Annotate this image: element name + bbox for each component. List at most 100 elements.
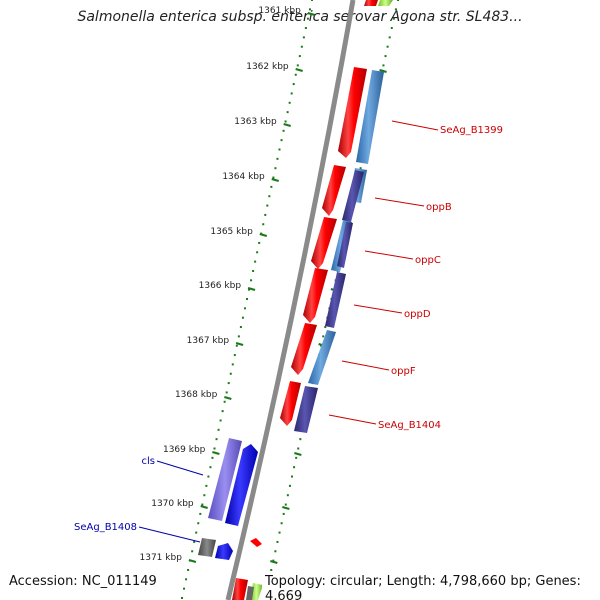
gene-oppB[interactable] xyxy=(342,170,364,222)
accession-value: NC_011149 xyxy=(81,574,157,589)
red-gene-5[interactable] xyxy=(291,323,317,375)
gene-label-SeAg_B1399[interactable]: SeAg_B1399 xyxy=(440,125,503,136)
gene-label-oppD[interactable]: oppD xyxy=(404,309,431,320)
outer-ruler-dot xyxy=(239,326,242,329)
outer-ruler-dot xyxy=(308,8,311,11)
accession-label: Accession: xyxy=(9,574,78,589)
red-gene-4[interactable] xyxy=(303,268,328,323)
left-genes xyxy=(198,0,393,600)
length-label: Length: xyxy=(386,574,436,589)
red-gene-small[interactable] xyxy=(250,538,262,547)
inner-ruler-dot xyxy=(297,447,300,450)
gene-blue-forward[interactable] xyxy=(225,444,258,526)
outer-ruler-dot xyxy=(229,372,232,375)
gene-green-top[interactable] xyxy=(378,0,393,6)
tick-label: 1369 kbp xyxy=(163,445,206,455)
red-gene-top[interactable] xyxy=(364,0,378,6)
tick-mark xyxy=(224,395,232,401)
outer-ruler-dot xyxy=(191,550,194,553)
outer-ruler-dot xyxy=(213,447,216,450)
tick-label: 1363 kbp xyxy=(234,117,277,127)
genome-summary: Topology: circular; Length: 4,798,660 bp… xyxy=(262,574,600,600)
gene-oppD[interactable] xyxy=(325,272,346,328)
tick-label: 1362 kbp xyxy=(246,62,289,72)
inner-tick-mark xyxy=(294,451,302,457)
genome-backbone xyxy=(225,0,356,600)
inner-ruler-dot xyxy=(291,475,294,478)
outer-ruler-dot xyxy=(235,344,238,347)
outer-ruler-dot xyxy=(266,204,269,207)
outer-ruler-dot xyxy=(254,260,257,263)
tick-label: 1367 kbp xyxy=(187,336,230,346)
inner-ruler-dot xyxy=(270,568,273,571)
tick-mark xyxy=(212,450,220,456)
outer-ruler-dot xyxy=(221,410,224,413)
outer-ruler-dot xyxy=(294,73,297,76)
outer-ruler-dot xyxy=(262,223,265,226)
red-gene-6[interactable] xyxy=(280,381,301,426)
outer-ruler-dot xyxy=(201,503,204,506)
outer-ruler-dot xyxy=(256,251,259,254)
gene-SeAg_B1399[interactable] xyxy=(356,70,384,164)
gene-label-SeAg_B1408[interactable]: SeAg_B1408 xyxy=(74,522,137,533)
inner-ruler-dot xyxy=(388,36,391,39)
inner-ruler-dot xyxy=(286,494,289,497)
gene-blue-small[interactable] xyxy=(215,543,233,560)
gene-oppC-segment-dark[interactable] xyxy=(337,222,353,268)
inner-ruler-dot xyxy=(384,55,387,58)
gene-label-oppC[interactable]: oppC xyxy=(415,255,441,266)
gene-label-oppF[interactable]: oppF xyxy=(391,366,416,377)
outer-ruler-dot xyxy=(292,83,295,86)
outer-ruler-dot xyxy=(278,148,281,151)
inner-ruler-dot xyxy=(390,27,393,30)
tick-mark xyxy=(200,504,208,510)
tick-mark xyxy=(188,558,197,564)
outer-ruler-dot xyxy=(233,354,236,357)
outer-ruler-dot xyxy=(211,456,214,459)
inner-ruler-dot xyxy=(295,456,298,459)
topology-value: circular xyxy=(329,574,379,589)
outer-ruler-dot xyxy=(207,475,210,478)
red-gene-1[interactable] xyxy=(338,67,367,158)
outer-ruler-dot xyxy=(197,522,200,525)
outer-ruler-dot xyxy=(298,55,301,58)
red-gene-3[interactable] xyxy=(311,217,337,269)
inner-tick-mark xyxy=(282,505,290,511)
gene-label-oppB[interactable]: oppB xyxy=(426,202,452,213)
red-gene-2[interactable] xyxy=(322,165,346,216)
outer-ruler-dot xyxy=(272,176,275,179)
gene-SeAg_B1404[interactable] xyxy=(294,386,318,433)
outer-ruler-dot xyxy=(181,597,183,599)
inner-tick-mark xyxy=(379,68,387,74)
label-leader-line xyxy=(374,197,425,207)
tick-label: 1368 kbp xyxy=(175,390,218,400)
inner-ruler-dot xyxy=(397,0,399,1)
inner-ruler-dot xyxy=(274,550,277,553)
outer-ruler-dot xyxy=(187,568,190,571)
genes-label: Genes: xyxy=(535,574,581,589)
gene-grey-bottom[interactable] xyxy=(246,586,254,600)
outer-ruler-dot xyxy=(217,428,220,431)
gene-label-SeAg_B1404[interactable]: SeAg_B1404 xyxy=(378,420,441,431)
gene-SeAg_B1408[interactable] xyxy=(198,538,216,557)
outer-ruler-dot xyxy=(304,27,307,30)
gene-oppF[interactable] xyxy=(308,330,336,385)
tick-label: 1371 kbp xyxy=(140,553,183,563)
gene-cls[interactable] xyxy=(208,438,242,521)
outer-ruler-dot xyxy=(219,419,222,422)
label-leader-line xyxy=(341,360,390,371)
outer-ruler-dot xyxy=(227,382,230,385)
gene-label-cls[interactable]: cls xyxy=(142,456,156,467)
outer-ruler-dot xyxy=(282,129,285,132)
inner-ruler-dot xyxy=(386,45,389,48)
outer-ruler-dot xyxy=(311,0,313,1)
tick-label: 1364 kbp xyxy=(222,172,265,182)
tick-mark xyxy=(295,67,303,73)
red-gene-bottom[interactable] xyxy=(232,578,248,600)
outer-ruler-dot xyxy=(248,288,251,291)
inner-ruler-dot xyxy=(392,17,395,20)
outer-ruler-dot xyxy=(288,101,291,104)
tick-mark xyxy=(283,122,291,128)
